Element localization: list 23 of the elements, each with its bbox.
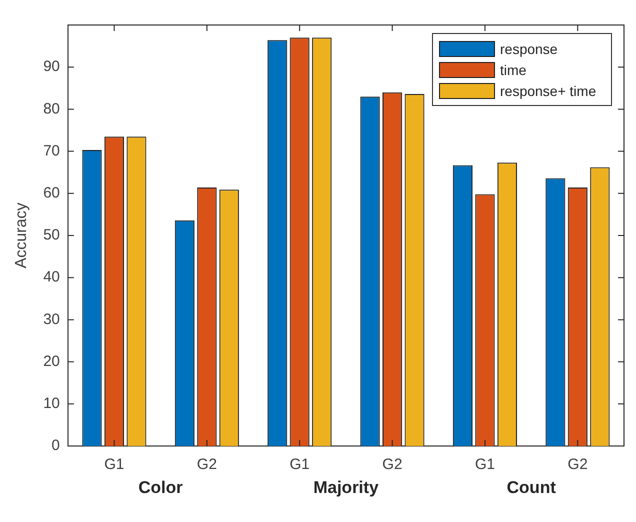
y-tick-label: 80 (43, 100, 60, 118)
y-tick-label: 10 (43, 395, 60, 412)
y-tick-label: 40 (43, 268, 60, 286)
legend-label: response+ time (500, 82, 596, 98)
x-tick-label: G2 (196, 456, 217, 474)
x-tick-label: G1 (290, 456, 310, 474)
text: Count (506, 478, 556, 498)
x-tick-label: G2 (568, 456, 588, 474)
y-tick-label: 30 (43, 310, 60, 328)
text: Majority (313, 478, 380, 498)
y-tick-label: 90 (43, 58, 60, 76)
x-tick-label: G1 (474, 456, 495, 474)
y-tick-label: 50 (43, 226, 60, 244)
y-tick-label: 0 (52, 437, 60, 454)
x-tick-label: G1 (104, 456, 124, 474)
legend-label: response (500, 40, 558, 56)
y-tick-label: 70 (43, 142, 60, 160)
legend-label: time (500, 62, 526, 78)
text: Color (138, 478, 184, 498)
y-axis-title: Accuracy (13, 202, 30, 268)
y-tick-label: 60 (43, 184, 60, 202)
y-tick-label: 20 (43, 352, 60, 370)
x-tick-label: G2 (382, 456, 402, 474)
